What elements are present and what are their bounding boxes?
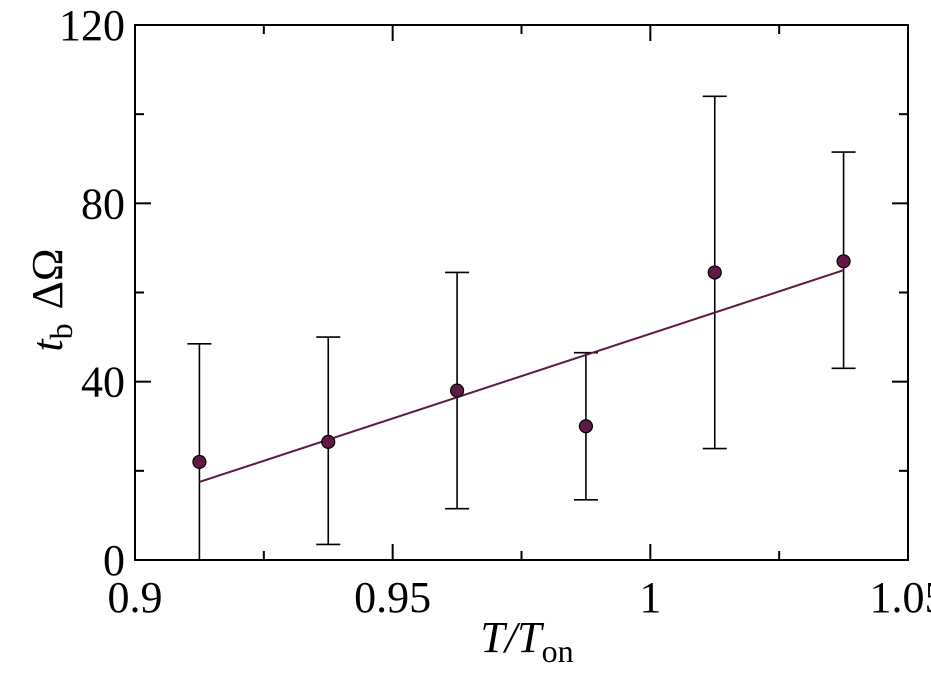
y-tick-label: 40 — [81, 358, 125, 407]
plot-area — [187, 95, 856, 560]
data-point — [321, 434, 336, 449]
y-tick-label: 0 — [103, 536, 125, 585]
x-tick-label: 0.9 — [108, 573, 163, 622]
tick-labels: 0.9 0.95 1 1.05 0 40 80 120 — [59, 1, 931, 622]
y-tick-label: 120 — [59, 1, 125, 50]
axis-ticks — [134, 24, 909, 561]
data-point — [836, 254, 851, 269]
y-axis-label-suffix: ΔΩ — [23, 248, 72, 309]
x-tick-label: 1.05 — [870, 573, 931, 622]
data-point — [707, 265, 722, 280]
data-point — [578, 419, 594, 434]
x-tick-label: 1 — [639, 573, 661, 622]
x-axis-label: T/Ton — [480, 613, 573, 669]
y-axis-label: tb ΔΩ — [23, 248, 79, 351]
data-point — [449, 383, 465, 398]
fit-line — [199, 269, 844, 483]
x-axis-label-main: T/T — [480, 613, 545, 662]
y-axis-label-sub: b — [43, 323, 79, 339]
y-tick-label: 80 — [81, 179, 125, 228]
plot-frame — [134, 24, 909, 561]
x-axis-label-sub: on — [542, 633, 574, 669]
y-axis-label-main: t — [23, 338, 72, 352]
data-point — [192, 454, 207, 470]
x-tick-label: 0.95 — [354, 573, 431, 622]
